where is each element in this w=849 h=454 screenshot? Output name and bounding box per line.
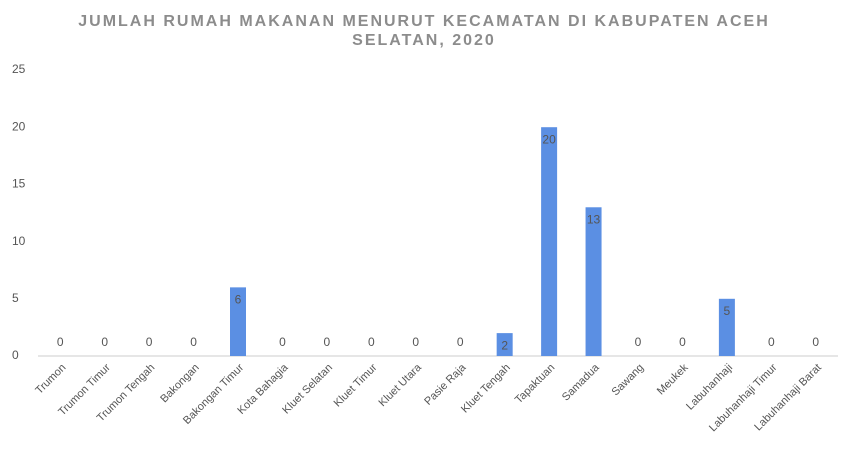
data-label: 0 [812,335,819,349]
data-label: 0 [57,335,64,349]
x-tick-label: Tapaktuan [513,362,557,406]
data-label: 2 [501,338,508,352]
x-tick-label: Kluet Utara [377,361,425,409]
data-label: 0 [768,335,775,349]
data-label: 0 [146,335,153,349]
data-label: 0 [412,335,419,349]
x-tick-label: Sawang [610,362,647,399]
data-label: 6 [235,293,242,307]
bar [541,127,558,356]
data-label: 0 [635,335,642,349]
data-label: 5 [724,304,731,318]
chart-title: JUMLAH RUMAH MAKANAN MENURUT KECAMATAN D… [78,13,770,49]
bar [230,287,246,356]
x-tick-label: Trumon [33,362,68,397]
x-tick-label: Pasie Raja [422,361,469,408]
x-tick-label: Bakongan [158,362,202,406]
y-tick-label: 20 [12,119,26,133]
x-tick-label: Samadua [560,361,602,403]
x-tick-label: Kluet Timur [332,361,380,409]
bar [496,333,513,356]
data-label: 0 [190,335,197,349]
data-label: 0 [457,335,464,349]
data-label: 0 [368,335,375,349]
bar [718,298,735,356]
x-tick-label: Meukek [655,361,691,397]
y-tick-label: 25 [12,62,26,76]
data-label: 20 [542,132,556,146]
data-label: 0 [101,335,108,349]
data-label: 13 [587,212,601,226]
y-tick-label: 10 [12,234,26,248]
y-tick-label: 0 [12,348,19,362]
data-label: 0 [324,335,331,349]
data-label: 0 [679,335,686,349]
y-tick-label: 5 [12,291,19,305]
bar [585,207,602,356]
data-label: 0 [279,335,286,349]
y-tick-label: 15 [12,177,26,191]
